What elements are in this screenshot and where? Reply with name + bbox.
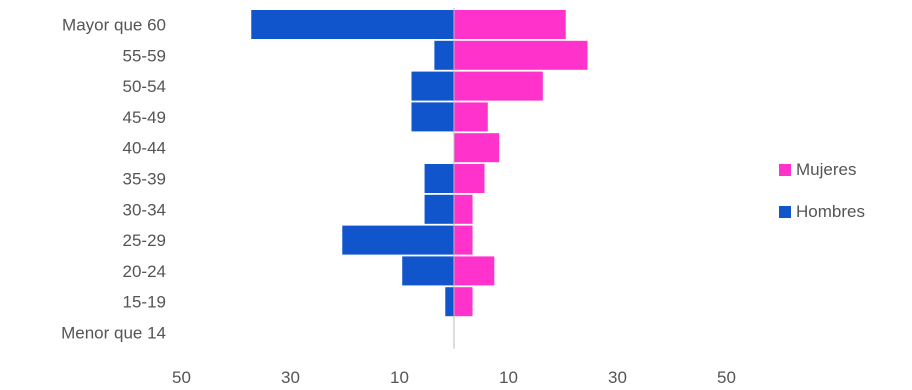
bar-hombres-mayor-que-60 [251,10,454,39]
bar-hombres-45-49 [411,102,454,132]
bar-mujeres-55-59 [454,40,588,70]
category-label-30-34: 30-34 [123,200,166,219]
x-tick-labels: 50 30 10 10 30 50 [172,368,736,387]
x-tick-label-1: 30 [281,368,300,387]
bar-hombres-50-54 [411,71,454,101]
bar-hombres-20-24 [402,256,454,286]
legend: Mujeres Hombres [779,160,865,221]
x-tick-label-0: 50 [172,368,191,387]
bar-hombres-55-59 [434,40,454,70]
bar-mujeres-30-34 [454,194,473,224]
bars-layer [251,10,588,317]
category-label-mayor-que-60: Mayor que 60 [62,16,166,35]
category-label-50-54: 50-54 [123,77,166,96]
x-tick-label-3: 10 [499,368,518,387]
category-label-40-44: 40-44 [123,139,166,158]
bar-mujeres-mayor-que-60 [454,10,566,39]
category-label-15-19: 15-19 [123,293,166,312]
bar-mujeres-35-39 [454,164,485,193]
legend-swatch-mujeres [779,164,791,176]
category-label-35-39: 35-39 [123,170,166,189]
legend-label-mujeres: Mujeres [796,160,856,179]
bar-hombres-35-39 [424,164,454,193]
bar-mujeres-50-54 [454,71,543,101]
category-label-20-24: 20-24 [123,262,166,281]
bar-mujeres-25-29 [454,225,473,255]
bar-mujeres-45-49 [454,102,488,132]
bar-mujeres-40-44 [454,133,500,163]
legend-swatch-hombres [779,206,791,218]
bar-hombres-25-29 [342,225,454,255]
bar-mujeres-15-19 [454,287,473,317]
category-labels: Mayor que 60 55-59 50-54 45-49 40-44 35-39 30-… [61,16,166,343]
category-label-45-49: 45-49 [123,108,166,127]
category-label-55-59: 55-59 [123,46,166,65]
x-tick-label-5: 50 [717,368,736,387]
x-tick-label-2: 10 [390,368,409,387]
category-label-25-29: 25-29 [123,231,166,250]
x-tick-label-4: 30 [608,368,627,387]
legend-label-hombres: Hombres [796,202,865,221]
bar-mujeres-20-24 [454,256,495,286]
bar-hombres-15-19 [445,287,454,317]
bar-hombres-30-34 [424,194,454,224]
category-label-menor-que-14: Menor que 14 [61,324,166,343]
